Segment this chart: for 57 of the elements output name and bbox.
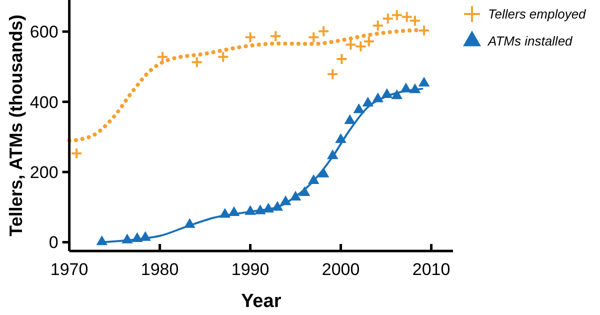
point — [336, 52, 348, 65]
y-tick-label: 0 — [48, 233, 58, 252]
point — [390, 9, 403, 22]
point — [70, 147, 83, 160]
point — [217, 50, 230, 63]
y-tick-label: 600 — [30, 22, 58, 42]
point — [132, 232, 143, 242]
point — [270, 30, 282, 42]
point — [335, 133, 346, 143]
point — [122, 234, 133, 244]
point — [382, 12, 394, 25]
x-axis-title: Year — [241, 291, 282, 312]
point — [244, 31, 256, 44]
point — [353, 103, 365, 114]
point — [308, 31, 320, 44]
point — [272, 200, 284, 211]
point — [254, 204, 266, 214]
point — [140, 231, 151, 241]
point — [244, 205, 256, 215]
point — [362, 96, 374, 106]
point — [409, 83, 421, 94]
point — [219, 208, 231, 218]
point — [372, 20, 384, 32]
point — [308, 174, 320, 184]
y-tick-label: 400 — [30, 92, 58, 112]
point — [400, 82, 412, 92]
point — [318, 168, 330, 178]
point — [298, 186, 310, 196]
point — [228, 206, 240, 216]
point — [372, 92, 384, 102]
point — [318, 25, 330, 38]
point — [96, 235, 108, 246]
point — [327, 149, 338, 160]
x-tick-label: 2010 — [412, 260, 450, 279]
point — [344, 38, 357, 51]
point — [184, 218, 196, 228]
point — [418, 24, 430, 37]
x-tick-label: 2000 — [322, 260, 360, 279]
x-tick-label: 1980 — [140, 260, 179, 279]
y-tick-label: 200 — [30, 162, 58, 182]
point — [391, 89, 403, 100]
point — [290, 190, 302, 201]
point — [156, 50, 169, 63]
point — [418, 76, 430, 86]
point — [280, 195, 292, 206]
point — [362, 35, 375, 48]
point — [354, 40, 367, 52]
point — [381, 88, 393, 98]
point — [326, 68, 339, 80]
legend-label: Tellers employed — [488, 6, 587, 22]
point — [262, 202, 274, 212]
legend-label: ATMs installed — [487, 34, 574, 49]
x-tick-label: 1970 — [50, 260, 88, 279]
x-tick-label: 1990 — [231, 260, 270, 279]
y-axis-title: Tellers, ATMs (thousands) — [6, 14, 26, 236]
point — [344, 114, 356, 124]
point — [190, 56, 203, 68]
